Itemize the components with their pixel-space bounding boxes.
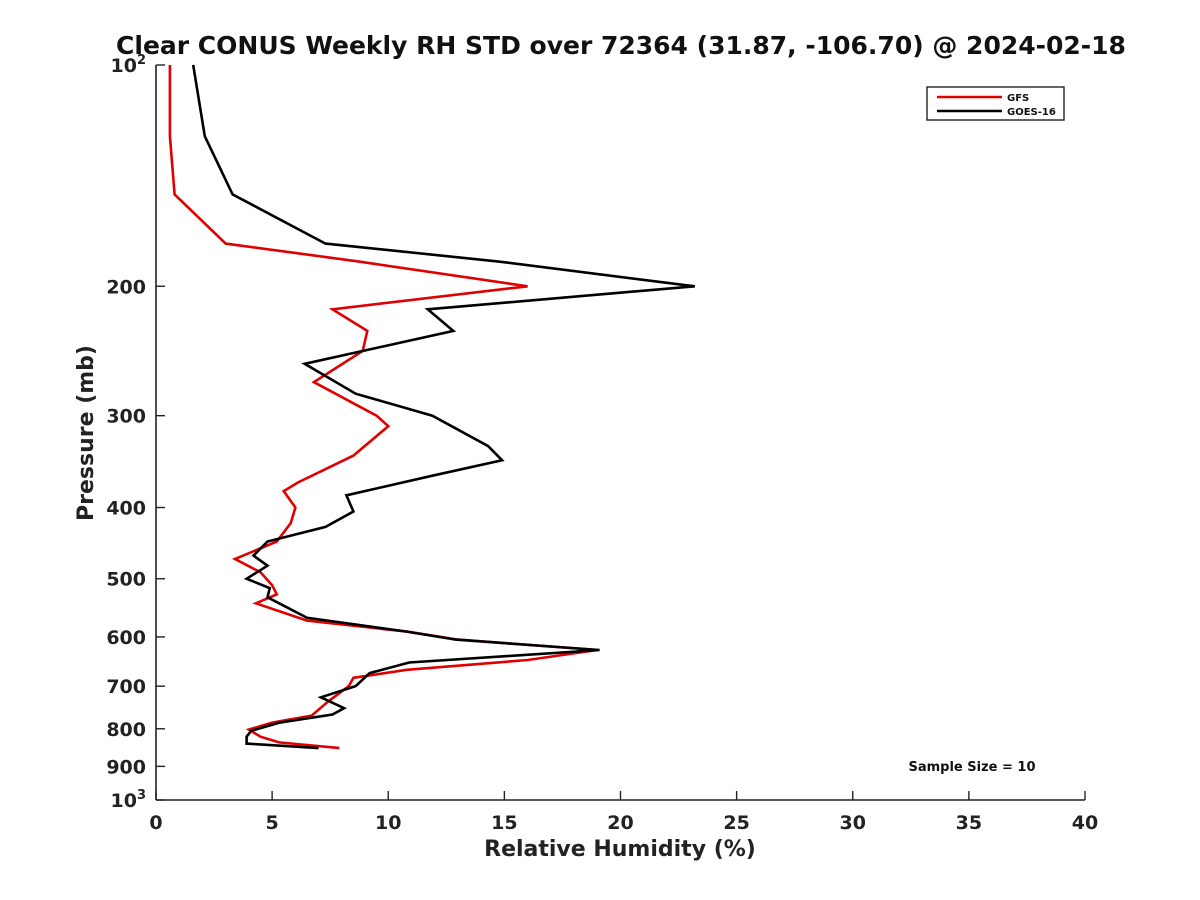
y-tick-base: 10 xyxy=(111,790,137,812)
chart-title: Clear CONUS Weekly RH STD over 72364 (31… xyxy=(116,31,1126,60)
legend-label: GOES-16 xyxy=(1007,107,1056,118)
y-tick-label: 300 xyxy=(106,406,146,428)
y-tick-label: 700 xyxy=(106,676,146,698)
legend-label: GFS xyxy=(1007,93,1029,104)
x-tick-label: 10 xyxy=(375,812,401,834)
x-tick-label: 40 xyxy=(1072,812,1098,834)
x-tick-label: 30 xyxy=(840,812,866,834)
y-tick-exponent: 2 xyxy=(137,53,146,68)
x-tick-label: 20 xyxy=(607,812,633,834)
y-tick-label: 900 xyxy=(106,756,146,778)
series-line-gfs xyxy=(168,65,598,750)
series-line-goes-16 xyxy=(191,64,695,750)
x-tick-label: 5 xyxy=(266,812,279,834)
x-tick-label: 25 xyxy=(723,812,749,834)
legend: GFS GOES-16 xyxy=(926,86,1065,121)
y-tick-label: 600 xyxy=(106,627,146,649)
y-tick-label: 102 xyxy=(111,53,147,77)
series-layer xyxy=(168,64,695,750)
legend-box xyxy=(926,86,1065,121)
x-axis: 0 5 10 15 20 25 30 35 40 xyxy=(149,791,1098,834)
y-tick-label: 800 xyxy=(106,719,146,741)
x-tick-label: 0 xyxy=(149,812,162,834)
x-tick-label: 35 xyxy=(956,812,982,834)
y-tick-base: 10 xyxy=(111,55,137,77)
y-tick-label: 500 xyxy=(106,569,146,591)
x-tick-label: 15 xyxy=(491,812,517,834)
y-axis-label: Pressure (mb) xyxy=(74,345,99,521)
sample-size-annotation: Sample Size = 10 xyxy=(908,760,1035,775)
y-tick-label: 200 xyxy=(106,276,146,298)
y-tick-label: 103 xyxy=(111,788,147,812)
y-tick-label: 400 xyxy=(106,498,146,520)
x-axis-label: Relative Humidity (%) xyxy=(484,837,756,862)
y-tick-exponent: 3 xyxy=(137,788,146,803)
